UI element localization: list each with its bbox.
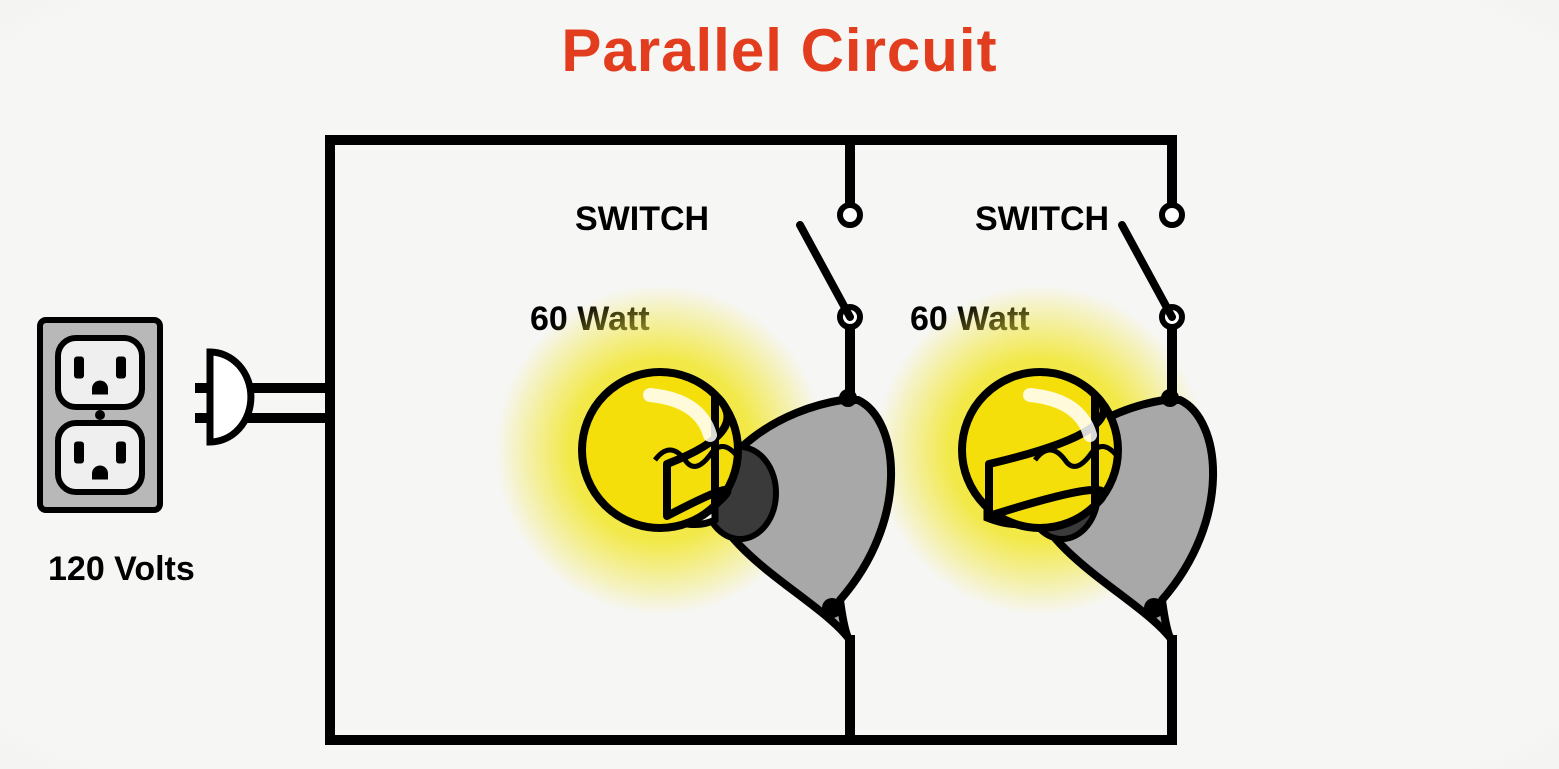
plug-icon (210, 352, 251, 442)
outlet-icon (40, 320, 160, 510)
circuit-svg (0, 0, 1559, 769)
diagram-stage: Parallel Circuit 120 Volts SWITCH SWITCH… (0, 0, 1559, 769)
